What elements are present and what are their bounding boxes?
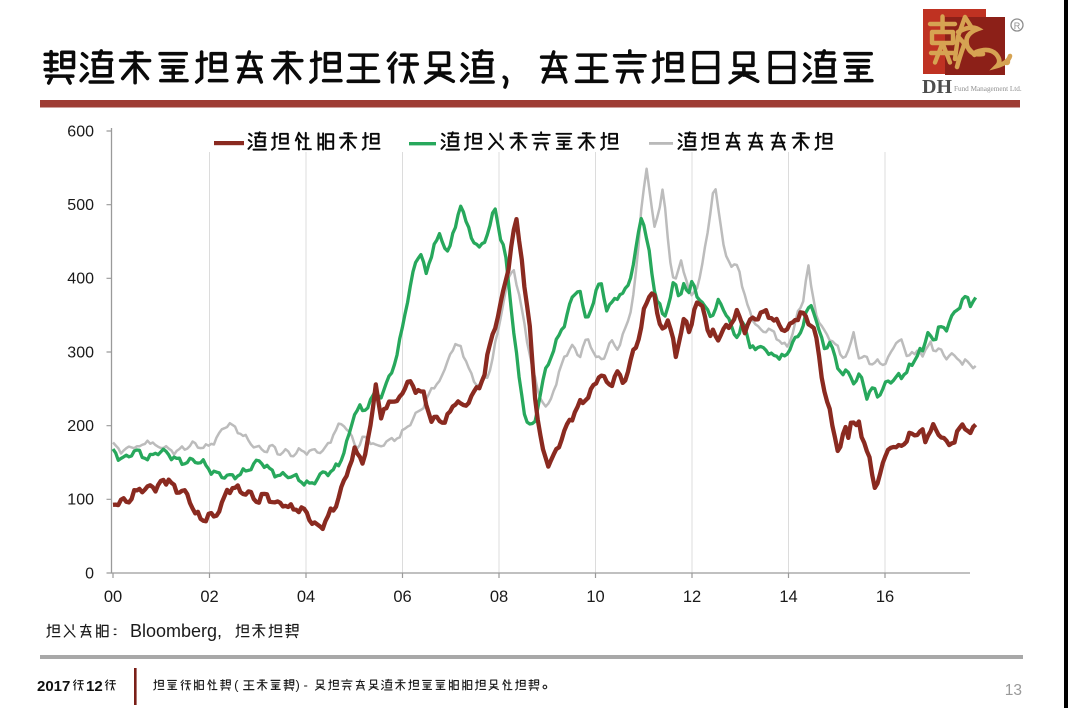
svg-text:200: 200 (67, 418, 94, 435)
svg-text:10: 10 (586, 588, 604, 606)
svg-text:600: 600 (67, 123, 94, 140)
svg-text:2017: 2017 (37, 678, 70, 695)
svg-text:12: 12 (683, 588, 701, 606)
svg-text:(: ( (234, 678, 239, 693)
svg-text:04: 04 (297, 588, 315, 606)
svg-text:0: 0 (85, 565, 94, 582)
svg-text:02: 02 (200, 588, 218, 606)
svg-text:08: 08 (490, 588, 508, 606)
svg-text:Fund Management Ltd.: Fund Management Ltd. (954, 85, 1022, 93)
svg-text:500: 500 (67, 197, 94, 214)
svg-text:DH: DH (922, 76, 952, 98)
svg-text:16: 16 (876, 588, 894, 606)
svg-text:06: 06 (393, 588, 411, 606)
svg-text:00: 00 (104, 588, 122, 606)
svg-text:13: 13 (1005, 682, 1022, 699)
svg-text:) -: ) - (296, 678, 308, 693)
svg-text:100: 100 (67, 492, 94, 509)
svg-text:14: 14 (779, 588, 797, 606)
svg-text:300: 300 (67, 344, 94, 361)
svg-text:400: 400 (67, 271, 94, 288)
svg-text:12: 12 (86, 678, 103, 695)
svg-text:R: R (1014, 21, 1021, 31)
svg-text:Bloomberg,: Bloomberg, (130, 621, 222, 641)
